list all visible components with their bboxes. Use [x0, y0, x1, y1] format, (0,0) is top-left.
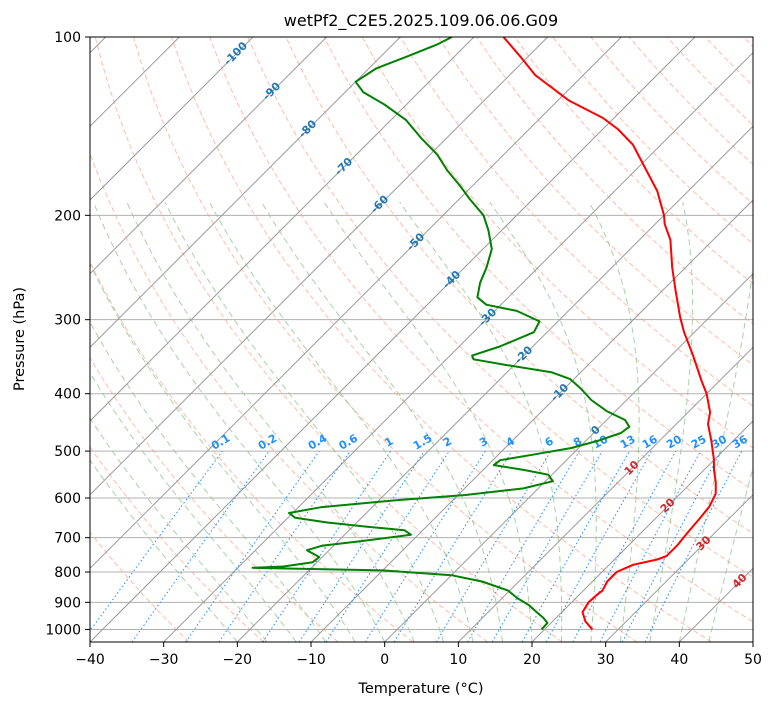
- isotherm-line: [90, 37, 696, 642]
- y-tick-label: 300: [54, 313, 81, 329]
- moist-adiabat: [90, 371, 297, 642]
- moist-adiabat: [208, 201, 474, 642]
- x-tick-label: 10: [449, 652, 467, 668]
- isotherm-line: [310, 199, 753, 642]
- y-tick-label: 500: [54, 444, 81, 460]
- y-tick-label: 1000: [45, 622, 81, 638]
- dry-adiabat: [399, 37, 753, 407]
- mixing-ratio-line: [90, 450, 223, 632]
- mixing-ratio-line: [521, 450, 630, 642]
- dry-adiabat: [437, 37, 753, 366]
- moist-adiabat: [90, 321, 327, 642]
- mixing-ratio-line: [644, 450, 743, 642]
- x-tick-label: 20: [523, 652, 541, 668]
- dry-adiabat: [90, 152, 488, 642]
- isotherm-line: [90, 37, 254, 201]
- y-tick-label: 100: [54, 30, 81, 46]
- x-axis-title: Temperature (°C): [357, 681, 483, 697]
- x-tick-label: −40: [75, 652, 105, 668]
- isotherm-line: [90, 37, 475, 422]
- moist-adiabat: [489, 201, 597, 642]
- x-tick-label: −10: [296, 652, 326, 668]
- isotherm-line: [90, 37, 401, 349]
- dry-adiabat: [247, 37, 753, 578]
- x-tick-label: 40: [670, 652, 688, 668]
- dry-adiabat: [209, 37, 753, 623]
- y-tick-label: 400: [54, 387, 81, 403]
- dry-adiabat: [514, 37, 753, 285]
- temperature-profile: [502, 37, 717, 631]
- mixing-ratio-line: [572, 450, 677, 642]
- dry-adiabat: [361, 37, 753, 449]
- y-tick-label: 900: [54, 595, 81, 611]
- moist-adiabat: [90, 262, 356, 642]
- plot-frame: [89, 36, 754, 643]
- isotherm-line: [90, 37, 549, 496]
- chart-title: wetPf2_C2E5.2025.109.06.06.G09: [284, 11, 558, 31]
- x-tick-label: 30: [597, 652, 615, 668]
- dry-adiabat: [90, 356, 339, 642]
- moist-adiabat: [126, 201, 415, 642]
- isotherm-line: [531, 420, 753, 642]
- mixing-ratio-line: [325, 450, 450, 642]
- x-tick-label: −30: [149, 652, 179, 668]
- isotherm-line: [457, 346, 753, 642]
- isotherm-line: [236, 125, 753, 642]
- dewpoint-profile: [251, 37, 631, 631]
- x-axis: −40 −30 −20 −10 0 10 20 30 40 50: [75, 642, 762, 668]
- mixing-ratio-line: [185, 450, 320, 642]
- x-tick-label: 0: [380, 652, 389, 668]
- moist-adiabat: [92, 201, 386, 642]
- dry-adiabat: [171, 37, 712, 642]
- y-tick-label: 200: [54, 208, 81, 224]
- mixing-ratio-line: [218, 450, 351, 642]
- y-axis: 100 200 300 400 500 600 700 800 900 1000: [45, 30, 90, 638]
- x-tick-label: 50: [744, 652, 762, 668]
- moist-adiabat: [164, 201, 445, 642]
- y-axis-title: Pressure (hPa): [12, 287, 28, 391]
- isotherm-line: [90, 37, 622, 570]
- mixing-ratio-line: [298, 450, 425, 642]
- y-tick-label: 700: [54, 531, 81, 547]
- dry-adiabat: [132, 37, 638, 642]
- mixing-ratio-line: [131, 450, 270, 642]
- mixing-ratio-line: [262, 450, 392, 642]
- isotherm-line: [90, 37, 328, 275]
- y-tick-label: 800: [54, 565, 81, 581]
- dry-adiabat: [90, 531, 190, 642]
- y-tick-label: 600: [54, 491, 81, 507]
- mixing-ratio-line: [545, 450, 653, 642]
- dry-adiabat: [90, 446, 264, 642]
- dry-adiabat: [94, 37, 563, 642]
- dry-adiabat: [323, 37, 753, 491]
- isotherm-line: [163, 51, 753, 642]
- dry-adiabat: [285, 37, 753, 535]
- x-tick-label: −20: [223, 652, 253, 668]
- moist-adiabat: [261, 201, 503, 642]
- moist-adiabat: [678, 264, 753, 642]
- isotherm-line: [605, 493, 753, 642]
- mixing-ratio-line: [393, 450, 513, 642]
